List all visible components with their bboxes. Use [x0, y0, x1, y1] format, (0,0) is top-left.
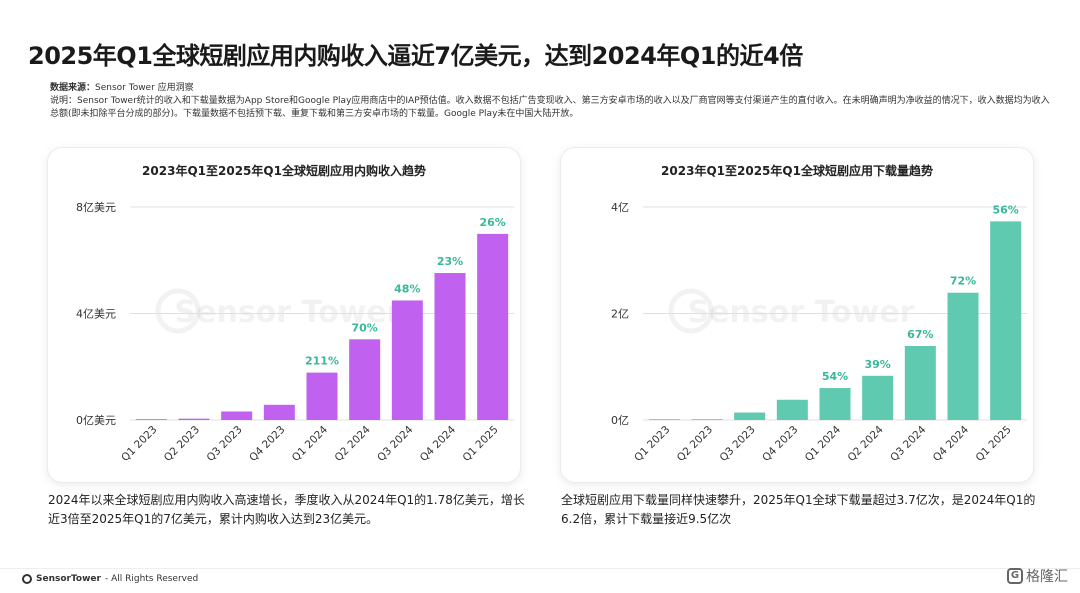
footer: SensorTower - All Rights Reserved: [22, 574, 198, 584]
note-text: Sensor Tower统计的收入和下载量数据为App Store和Google…: [50, 96, 1050, 119]
x-tick-label: Q3 2023: [717, 424, 757, 464]
growth-label: 67%: [907, 328, 933, 341]
note-label: 说明：: [50, 96, 78, 106]
source-text: Sensor Tower 应用洞察: [95, 83, 194, 93]
bar: [862, 375, 894, 420]
x-tick-label: Q2 2023: [675, 424, 715, 464]
x-tick-label: Q4 2023: [760, 424, 800, 464]
bar: [349, 339, 381, 420]
revenue-chart-title: 2023年Q1至2025年Q1全球短剧应用内购收入趋势: [142, 164, 426, 178]
corner-watermark-text: 格隆汇: [1026, 569, 1068, 585]
x-tick-label: Q4 2024: [931, 423, 972, 464]
bar: [477, 233, 509, 420]
sensortower-watermark-icon: [668, 288, 714, 334]
y-tick-label: 0亿美元: [76, 414, 116, 427]
bar: [391, 300, 423, 420]
revenue-caption: 2024年以来全球短剧应用内购收入高速增长，季度收入从2024年Q1的1.78亿…: [48, 493, 525, 526]
source-notes: 数据来源：Sensor Tower 应用洞察 说明：Sensor Tower统计…: [50, 82, 1050, 121]
x-tick-label: Q3 2024: [888, 423, 929, 464]
sensortower-watermark-icon: [155, 288, 201, 334]
bar: [904, 345, 936, 420]
bar: [990, 221, 1022, 420]
x-tick-label: Q1 2025: [973, 424, 1013, 464]
growth-label: 54%: [822, 370, 848, 383]
sensortower-watermark: Sensor Tower: [175, 295, 402, 330]
revenue-chart-card: 2023年Q1至2025年Q1全球短剧应用内购收入趋势 Sensor Tower…: [48, 148, 520, 482]
page-title: 2025年Q1全球短剧应用内购收入逼近7亿美元，达到2024年Q1的近4倍: [28, 42, 803, 70]
x-tick-label: Q1 2023: [632, 424, 672, 464]
y-tick-label: 0亿: [611, 414, 629, 427]
growth-label: 48%: [394, 282, 420, 295]
x-tick-label: Q3 2024: [375, 423, 416, 464]
sensortower-watermark: Sensor Tower: [688, 295, 915, 330]
x-tick-label: Q1 2024: [803, 423, 844, 464]
downloads-chart-title: 2023年Q1至2025年Q1全球短剧应用下载量趋势: [661, 164, 933, 178]
y-tick-label: 4亿美元: [76, 308, 116, 321]
source-label: 数据来源：: [50, 83, 96, 93]
x-tick-label: Q4 2024: [418, 423, 459, 464]
y-tick-label: 8亿美元: [76, 201, 116, 214]
x-tick-label: Q4 2023: [247, 424, 287, 464]
growth-label: 211%: [305, 355, 339, 368]
downloads-caption: 全球短剧应用下载量同样快速攀升，2025年Q1全球下载量超过3.7亿次，是202…: [561, 493, 1036, 526]
bar: [221, 411, 253, 420]
bar: [135, 419, 167, 420]
bar: [947, 292, 979, 420]
growth-label: 70%: [351, 321, 377, 334]
x-tick-label: Q1 2024: [290, 423, 331, 464]
x-tick-label: Q3 2023: [204, 424, 244, 464]
footer-rights: - All Rights Reserved: [104, 574, 199, 584]
x-tick-label: Q2 2024: [845, 423, 886, 464]
growth-label: 23%: [437, 255, 463, 268]
bar: [776, 399, 808, 420]
corner-watermark: G 格隆汇: [1007, 566, 1068, 586]
downloads-chart-card: 2023年Q1至2025年Q1全球短剧应用下载量趋势 Sensor Tower 0…: [561, 148, 1033, 482]
growth-label: 39%: [864, 358, 890, 371]
sensortower-logo-icon: [22, 574, 32, 584]
bar: [263, 404, 295, 420]
bar: [648, 419, 680, 420]
x-tick-label: Q1 2025: [460, 424, 500, 464]
bar: [178, 418, 210, 420]
bar: [434, 273, 466, 420]
x-tick-label: Q2 2023: [162, 424, 202, 464]
growth-label: 56%: [992, 203, 1018, 216]
gelonghui-logo-icon: G: [1007, 568, 1023, 584]
bar: [819, 388, 851, 420]
growth-label: 26%: [479, 216, 505, 229]
y-tick-label: 4亿: [611, 201, 629, 214]
footer-brand: SensorTower: [36, 574, 101, 584]
bar: [691, 419, 723, 420]
y-tick-label: 2亿: [611, 308, 629, 321]
bar: [734, 412, 766, 420]
x-tick-label: Q2 2024: [332, 423, 373, 464]
x-tick-label: Q1 2023: [119, 424, 159, 464]
bar: [306, 372, 338, 420]
footer-divider: [0, 568, 1080, 569]
growth-label: 72%: [950, 275, 976, 288]
